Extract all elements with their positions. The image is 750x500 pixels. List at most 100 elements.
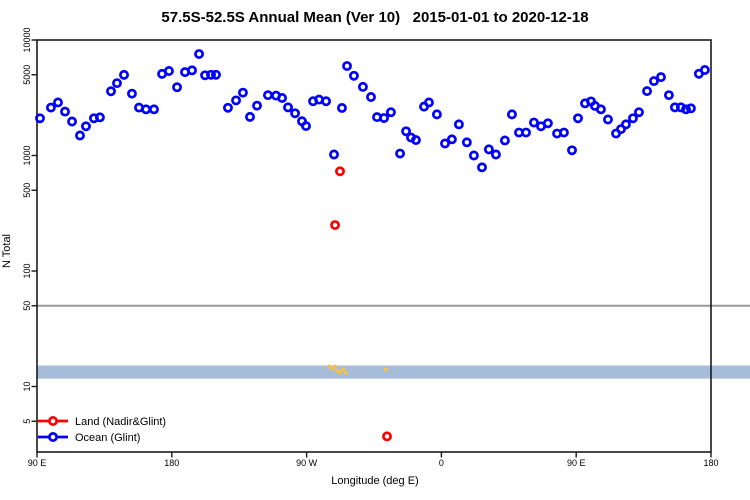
- data-point-ocean: [648, 76, 659, 87]
- small-mark: [383, 367, 388, 372]
- highlight-band: [37, 365, 750, 379]
- data-point-ocean: [172, 82, 182, 93]
- data-point-ocean: [119, 69, 129, 80]
- data-point-ocean: [263, 90, 273, 101]
- data-point-ocean: [94, 112, 105, 123]
- y-tick-label: 1000: [22, 145, 32, 165]
- legend-label: Land (Nadir&Glint): [75, 416, 166, 428]
- data-point-ocean: [490, 149, 501, 160]
- data-point-ocean: [342, 61, 352, 71]
- data-point-ocean: [277, 92, 287, 103]
- data-point-ocean: [67, 116, 77, 127]
- data-point-ocean: [348, 70, 359, 81]
- data-point-ocean: [187, 65, 197, 76]
- x-tick-label: 90 E: [567, 458, 586, 468]
- data-point-ocean: [453, 119, 464, 130]
- chart-title: 57.5S-52.5S Annual Mean (Ver 10) 2015-01…: [161, 9, 589, 26]
- data-point-ocean: [237, 87, 248, 98]
- small-mark: [327, 364, 332, 369]
- data-point-ocean: [75, 130, 85, 141]
- data-point-land: [335, 166, 345, 177]
- y-tick-label: 500: [22, 183, 32, 198]
- small-mark: [333, 364, 338, 369]
- x-axis-label: Longitude (deg E): [331, 475, 419, 487]
- small-mark: [330, 366, 335, 371]
- data-point-ocean: [506, 109, 517, 120]
- data-point-ocean: [431, 109, 442, 120]
- data-point-ocean: [290, 108, 301, 119]
- data-point-ocean: [60, 106, 70, 117]
- data-point-ocean: [329, 149, 339, 160]
- data-point-ocean: [357, 81, 368, 92]
- data-point-ocean: [663, 90, 674, 101]
- x-tick-label: 180: [164, 458, 179, 468]
- data-point-ocean: [301, 121, 311, 131]
- data-point-ocean: [53, 97, 63, 108]
- data-point-ocean: [336, 103, 347, 113]
- data-point-ocean: [499, 135, 510, 146]
- data-point-ocean: [106, 86, 116, 97]
- data-point-ocean: [424, 97, 434, 108]
- data-point-ocean: [321, 96, 332, 107]
- small-mark: [335, 368, 340, 373]
- data-point-ocean: [685, 103, 696, 114]
- y-tick-label: 5: [22, 419, 32, 424]
- data-point-ocean: [127, 88, 137, 99]
- data-point-ocean: [231, 95, 242, 106]
- y-tick-label: 50: [22, 301, 32, 311]
- y-tick-label: 10000: [22, 27, 32, 52]
- y-tick-label: 5000: [22, 65, 32, 85]
- data-point-ocean: [194, 49, 205, 59]
- data-point-ocean: [699, 65, 710, 75]
- data-point-ocean: [366, 92, 376, 102]
- data-point-ocean: [81, 121, 91, 132]
- data-point-ocean: [634, 107, 644, 118]
- data-point-ocean: [141, 104, 151, 115]
- data-point-ocean: [252, 100, 262, 111]
- data-point-ocean: [468, 150, 479, 161]
- data-point-ocean: [628, 113, 638, 124]
- data-point-ocean: [483, 144, 494, 155]
- x-tick-label: 90 E: [28, 458, 47, 468]
- data-point-ocean: [223, 102, 233, 113]
- y-tick-label: 100: [22, 263, 32, 278]
- data-point-ocean: [395, 148, 406, 159]
- x-tick-label: 180: [703, 458, 718, 468]
- data-point-ocean: [45, 102, 56, 113]
- plot-box: [36, 39, 712, 453]
- data-point-land: [330, 220, 341, 230]
- data-point-ocean: [477, 162, 487, 173]
- data-point-ocean: [245, 111, 255, 122]
- data-point-ocean: [542, 118, 553, 129]
- data-point-ocean: [567, 145, 577, 156]
- data-point-ocean: [410, 135, 421, 146]
- legend-marker: [48, 416, 58, 426]
- data-point-land: [382, 431, 392, 442]
- data-point-ocean: [656, 72, 666, 83]
- data-point-ocean: [529, 117, 539, 128]
- data-point-ocean: [112, 78, 122, 89]
- data-point-ocean: [595, 104, 606, 115]
- small-mark: [340, 367, 345, 372]
- data-point-ocean: [211, 69, 221, 80]
- data-point-ocean: [461, 137, 472, 148]
- data-point-ocean: [440, 138, 450, 149]
- data-point-ocean: [681, 104, 691, 115]
- data-point-ocean: [164, 66, 174, 76]
- data-point-ocean: [401, 126, 412, 137]
- y-tick-label: 10: [22, 381, 32, 391]
- legend-label: Ocean (Glint): [75, 432, 140, 444]
- data-point-ocean: [379, 113, 389, 123]
- data-point-ocean: [206, 69, 216, 80]
- data-point-ocean: [573, 113, 583, 124]
- data-point-ocean: [616, 124, 626, 135]
- data-point-ocean: [603, 114, 613, 125]
- data-point-ocean: [283, 102, 293, 113]
- legend-marker: [48, 432, 58, 442]
- data-point-ocean: [642, 86, 652, 97]
- data-point-ocean: [35, 113, 45, 124]
- x-tick-label: 90 W: [296, 458, 318, 468]
- data-point-ocean: [149, 104, 159, 115]
